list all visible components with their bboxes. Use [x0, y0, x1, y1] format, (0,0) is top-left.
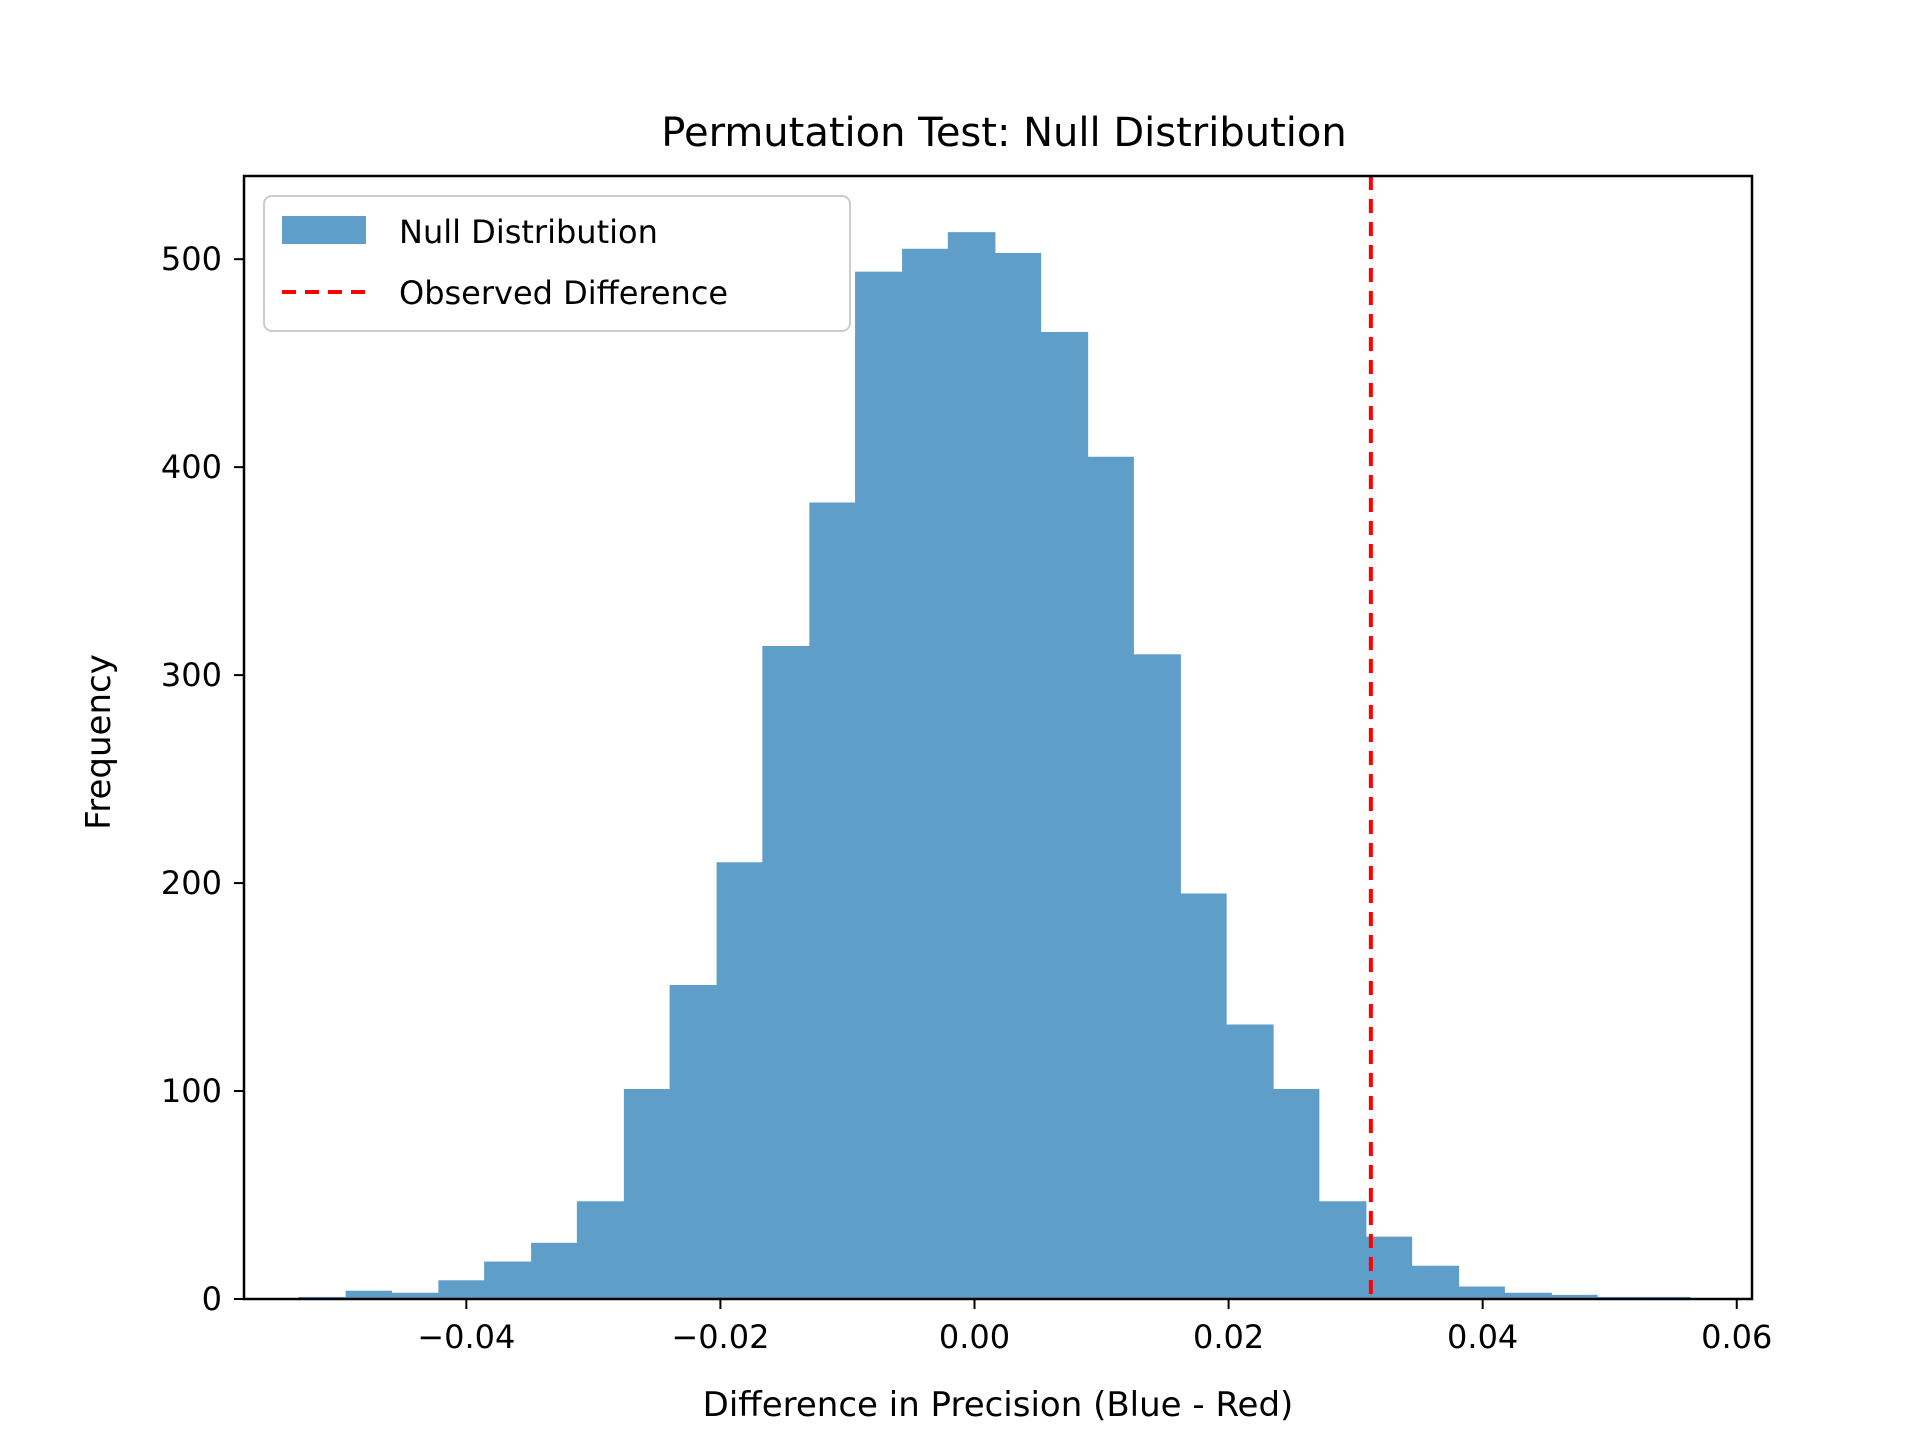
- histogram-bar: [947, 232, 996, 1299]
- histogram-bar: [855, 271, 903, 1299]
- x-tick-label: 0.00: [939, 1318, 1010, 1356]
- legend-swatch-null-distribution: [282, 216, 366, 244]
- histogram-bar: [669, 984, 718, 1299]
- legend: Null Distribution Observed Difference: [263, 195, 851, 332]
- histogram-bar: [1318, 1201, 1367, 1299]
- histogram-bar: [1365, 1236, 1413, 1299]
- histogram-bar: [902, 248, 949, 1300]
- legend-label-null-distribution: Null Distribution: [399, 213, 658, 251]
- y-tick-label: 200: [161, 864, 222, 902]
- x-tick-label: −0.04: [417, 1318, 515, 1356]
- x-tick-label: 0.04: [1447, 1318, 1518, 1356]
- histogram-bar: [438, 1280, 485, 1299]
- histogram-bar: [1180, 893, 1227, 1299]
- y-tick-label: 500: [161, 240, 222, 278]
- x-tick-label: −0.02: [671, 1318, 769, 1356]
- histogram-bar: [1458, 1286, 1505, 1299]
- histogram-bar: [576, 1201, 625, 1299]
- histogram-bar: [809, 502, 856, 1300]
- histogram-bar: [994, 252, 1042, 1299]
- x-tick-label: 0.06: [1701, 1318, 1772, 1356]
- x-axis-ticks: −0.04 −0.02 0.00 0.02 0.04 0.06: [417, 1299, 1772, 1356]
- histogram-bar: [531, 1242, 578, 1299]
- chart-title: Permutation Test: Null Distribution: [661, 110, 1346, 156]
- y-tick-label: 0: [202, 1280, 222, 1318]
- histogram-bar: [1504, 1292, 1552, 1299]
- histogram-bar: [1411, 1265, 1460, 1299]
- histogram-bar: [762, 645, 810, 1299]
- legend-box: [263, 195, 851, 332]
- histogram-bar: [1087, 456, 1134, 1299]
- y-tick-label: 300: [161, 656, 222, 694]
- y-axis-ticks: 0 100 200 300 400 500: [161, 240, 244, 1318]
- histogram-bar: [484, 1261, 532, 1299]
- histogram-bar: [1226, 1024, 1274, 1299]
- histogram-bar: [1040, 331, 1089, 1299]
- histogram-bar: [1551, 1294, 1598, 1299]
- histogram-bar: [391, 1292, 439, 1299]
- histogram-bar: [716, 862, 763, 1299]
- y-tick-label: 100: [161, 1072, 222, 1110]
- x-tick-label: 0.02: [1193, 1318, 1264, 1356]
- histogram-bar: [623, 1088, 671, 1299]
- y-axis-label: Frequency: [79, 654, 119, 830]
- x-axis-label: Difference in Precision (Blue - Red): [703, 1385, 1294, 1425]
- legend-label-observed-difference: Observed Difference: [399, 274, 728, 312]
- histogram-bar: [1133, 654, 1181, 1299]
- histogram-bar: [1273, 1088, 1320, 1299]
- plot-frame: [242, 174, 1754, 1301]
- y-tick-label: 400: [161, 448, 222, 486]
- histogram-bar: [345, 1290, 392, 1299]
- histogram-bars: [298, 232, 1691, 1300]
